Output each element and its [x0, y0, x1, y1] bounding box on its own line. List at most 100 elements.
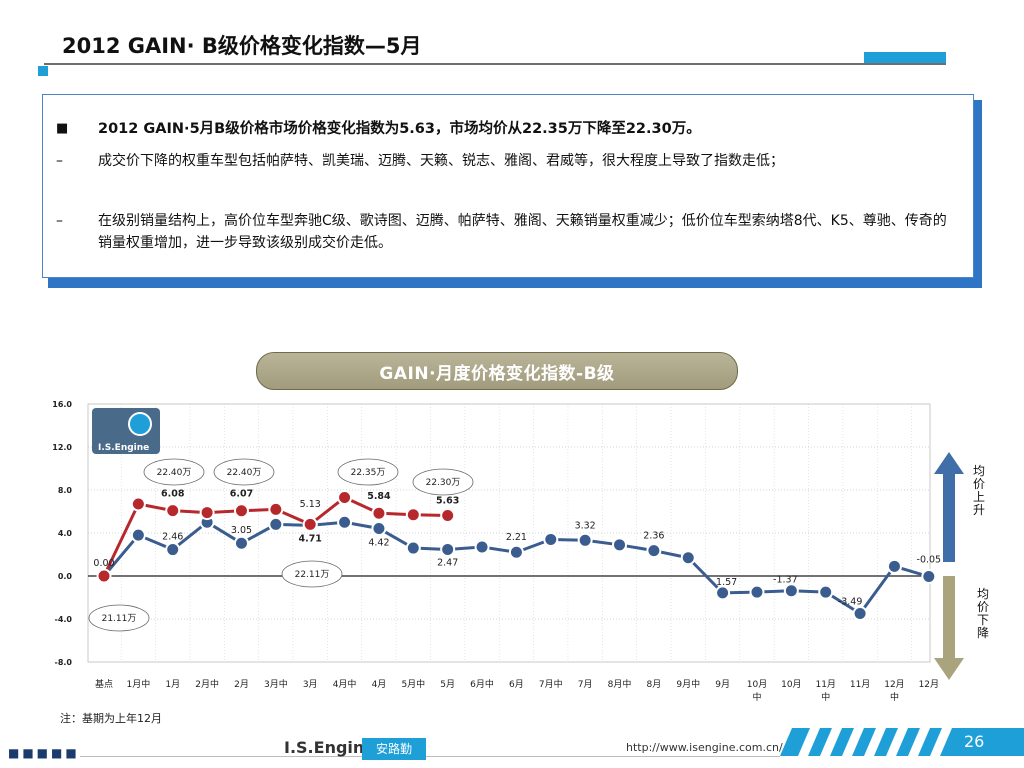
data-label: 5.63: [436, 495, 459, 506]
data-point: [130, 496, 146, 512]
arrow-down-shape: [934, 576, 964, 680]
data-point: [337, 490, 353, 506]
price-callout: [281, 560, 343, 588]
x-tick-label: 6月中: [470, 678, 494, 690]
data-point: [268, 501, 284, 517]
data-point: [405, 507, 421, 523]
footer-rule: [80, 756, 780, 757]
data-point: [440, 541, 456, 557]
arrow-down-icon: [934, 576, 964, 680]
chart-logo: I.S.Engine: [92, 408, 160, 454]
chart-title: GAIN·月度价格变化指数-B级: [256, 352, 738, 390]
bullet-dash-icon: –: [56, 153, 63, 169]
footer-url[interactable]: http://www.isengine.com.cn/: [626, 741, 783, 754]
data-label: -0.05: [917, 555, 942, 566]
data-label: 5.84: [367, 491, 391, 502]
svg-text:I.S.Engine: I.S.Engine: [98, 443, 149, 453]
price-callout: [143, 458, 205, 486]
data-label: 2.21: [506, 532, 527, 543]
price-callout-label: 22.40万: [227, 468, 262, 478]
x-tick-label: 11月: [815, 679, 835, 690]
x-tick-label: 10月: [781, 679, 801, 690]
data-label: -1.37: [773, 575, 798, 586]
data-point: [165, 503, 181, 519]
x-tick-label: 12月: [919, 679, 939, 690]
data-point: [818, 584, 834, 600]
data-point: [543, 531, 559, 547]
footer-dots: ■■■■■: [8, 746, 80, 760]
x-tick-label: 5月: [440, 679, 455, 690]
data-point: [337, 514, 353, 530]
x-tick-label: 8月: [647, 679, 662, 690]
data-label: 0.00: [93, 558, 114, 569]
data-label: 6.08: [161, 489, 185, 500]
data-point: [233, 503, 249, 519]
x-tick-label: 10月: [747, 679, 767, 690]
bullet-text: 在级别销量结构上，高价位车型奔驰C级、歌诗图、迈腾、帕萨特、雅阁、天籁销量权重减…: [98, 213, 947, 251]
x-tick-label: 7月: [578, 679, 593, 690]
arrow-down-label: 均价下降: [976, 587, 989, 640]
y-tick-label: 4.0: [58, 529, 73, 538]
x-tick-label: 5月中: [401, 678, 425, 690]
data-point: [268, 516, 284, 532]
data-point: [612, 537, 628, 553]
data-label: 2.46: [162, 532, 183, 543]
price-callout-label: 22.40万: [157, 468, 192, 478]
y-tick-label: -4.0: [55, 615, 73, 624]
data-label: 2.47: [437, 557, 458, 568]
price-callout-label: 22.30万: [426, 478, 461, 488]
data-point: [852, 606, 868, 622]
price-callout: [213, 458, 275, 486]
arrow-up-icon: [934, 452, 964, 562]
x-tick-label: 7月中: [539, 678, 563, 690]
x-tick-label: 2月: [234, 679, 249, 690]
data-point: [886, 558, 902, 574]
data-point: [783, 583, 799, 599]
data-point: [715, 585, 731, 601]
data-point: [371, 505, 387, 521]
data-point: [371, 520, 387, 536]
x-tick-label: 11月: [850, 679, 870, 690]
x-tick-label: 8月中: [608, 678, 632, 690]
data-label: 2.36: [643, 531, 664, 542]
x-tick-label: 2月中: [195, 678, 219, 690]
data-point: [749, 584, 765, 600]
title-square: [38, 66, 48, 76]
price-callout: [88, 604, 150, 632]
x-tick-label: 中: [752, 691, 761, 703]
x-tick-label: 9月: [715, 679, 730, 690]
arrow-up-shape: [934, 452, 964, 562]
price-callout-label: 22.11万: [295, 570, 330, 580]
data-point: [165, 542, 181, 558]
x-tick-label: 3月中: [264, 678, 288, 690]
title-accent-bar: [864, 52, 946, 64]
data-label: 1.57: [716, 577, 737, 588]
data-label: 3.32: [575, 520, 596, 531]
data-point: [680, 550, 696, 566]
x-tick-label: 9月中: [676, 678, 700, 690]
footer-stripes: [780, 728, 1024, 756]
data-point: [199, 505, 215, 521]
arrow-up-label: 均价上升: [972, 464, 985, 517]
bullet-dash-icon: –: [56, 213, 63, 229]
chart: 16.0 12.0 8.0 4.0 0.0 -4.0 -8.0 基点 1月中 1月 2月中 2月 3月中…: [0, 392, 1024, 722]
footnote: 注：基期为上年12月: [60, 712, 162, 725]
data-point: [405, 540, 421, 556]
price-callout: [412, 468, 474, 496]
data-point: [302, 516, 318, 532]
data-point: [474, 539, 490, 555]
y-tick-label: 12.0: [52, 443, 72, 452]
y-tick-label: 16.0: [52, 400, 72, 409]
page-number: 26: [964, 732, 985, 751]
x-tick-label: 6月: [509, 679, 524, 690]
x-tick-label: 3月: [303, 679, 318, 690]
y-tick-label: 0.0: [58, 572, 73, 581]
data-label: 5.13: [300, 499, 321, 510]
chart-svg: 16.0 12.0 8.0 4.0 0.0 -4.0 -8.0 基点 1月中 1月 2月中 2月 3月中…: [52, 400, 942, 703]
x-tick-label: 4月: [372, 679, 387, 690]
data-label: -3.49: [838, 597, 863, 608]
title-rule: [44, 63, 946, 65]
data-point: [96, 568, 112, 584]
data-point: [440, 507, 456, 523]
data-point: [577, 532, 593, 548]
